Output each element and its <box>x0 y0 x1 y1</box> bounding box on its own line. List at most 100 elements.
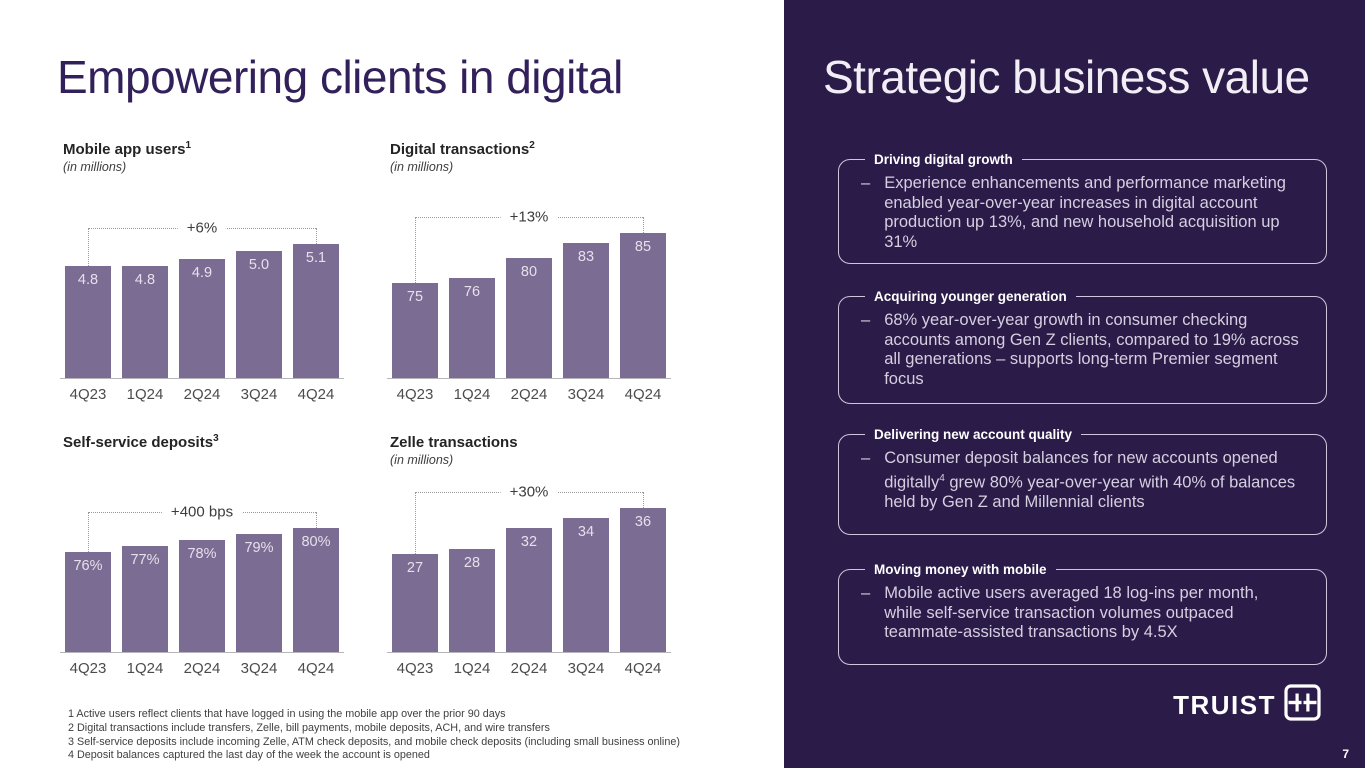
chart-plot-area: 76% 4Q23 77% 1Q24 78% 2Q24 79% 3Q24 80% 4Q24 +400 … <box>60 482 344 677</box>
bar-value-label: 85 <box>634 239 652 255</box>
chart-title: Zelle transactions <box>390 433 682 451</box>
bar-3Q24: 83 <box>563 243 609 378</box>
bar-value-label: 28 <box>463 554 481 571</box>
bar-2Q24: 80 <box>506 258 552 378</box>
bullet-dash: – <box>861 449 871 467</box>
page-number: 7 <box>1342 747 1349 761</box>
chart-subtitle: (in millions) <box>390 160 454 174</box>
growth-bracket-right-drop <box>643 217 644 233</box>
footnote-3: 3 Self-service deposits include incoming… <box>68 735 680 748</box>
x-axis-tick-label: 3Q24 <box>567 660 605 677</box>
chart-plot-area: 4.8 4Q23 4.8 1Q24 4.9 2Q24 5.0 3Q24 5.1 4Q24 +6% <box>60 208 344 403</box>
truist-logo: TRUIST <box>1173 684 1321 726</box>
info-box-text: Consumer deposit balances for new accoun… <box>884 449 1296 511</box>
growth-bracket-left-drop <box>415 492 416 554</box>
bar-value-label: 78% <box>187 546 217 562</box>
chart-title-footnote-ref: 1 <box>185 140 192 151</box>
bar-2Q24: 78% <box>179 540 225 652</box>
chart-title: Mobile app users1 <box>63 140 355 158</box>
slide-title-right: Strategic business value <box>823 51 1310 103</box>
chart-digital-transactions: Digital transactions2 (in millions) 75 4Q… <box>387 140 682 403</box>
bar-3Q24: 79% <box>236 534 282 652</box>
chart-subtitle: (in millions) <box>63 160 127 174</box>
bar-value-label: 5.0 <box>248 257 270 274</box>
chart-title-footnote-ref: 2 <box>529 140 535 151</box>
info-box-title: Delivering new account quality <box>874 427 1073 442</box>
x-axis-tick-label: 3Q24 <box>567 386 605 403</box>
x-axis-tick-label: 4Q23 <box>396 660 434 677</box>
bar-4Q24: 85 <box>620 233 666 378</box>
bar-1Q24: 77% <box>122 546 168 652</box>
footnote-1: 1 Active users reflect clients that have… <box>68 708 506 720</box>
bullet-dash: – <box>861 174 871 192</box>
growth-bracket-left-drop <box>88 228 89 266</box>
x-axis-tick-label: 1Q24 <box>453 386 491 403</box>
x-axis-tick-label: 3Q24 <box>240 660 278 677</box>
growth-annotation: +13% <box>500 208 558 226</box>
growth-bracket-left-drop <box>88 512 89 552</box>
chart-plot-area: 75 4Q23 76 1Q24 80 2Q24 83 3Q24 85 4Q24 +13% <box>387 208 671 403</box>
bar-value-label: 76% <box>73 558 103 574</box>
bar-value-label: 79% <box>244 540 274 556</box>
chart-title-text: Zelle transactions <box>390 434 518 451</box>
x-axis-tick-label: 2Q24 <box>510 386 548 403</box>
x-axis-tick-label: 1Q24 <box>126 386 164 403</box>
x-axis-tick-label: 2Q24 <box>183 386 221 403</box>
bar-value-label: 77% <box>130 552 160 568</box>
x-axis-tick-label: 4Q23 <box>69 386 107 403</box>
bar-4Q24: 80% <box>293 528 339 652</box>
bar-value-label: 83 <box>577 249 595 265</box>
bar-value-label: 75 <box>406 289 424 305</box>
bar-value-label: 4.9 <box>191 264 213 281</box>
x-axis-tick-label: 3Q24 <box>240 386 278 403</box>
x-axis-tick-label: 4Q24 <box>624 386 662 403</box>
chart-title: Digital transactions2 <box>390 140 682 158</box>
bar-3Q24: 34 <box>563 518 609 652</box>
info-box-delivering-new-account-quality: Delivering new account quality – Consume… <box>838 427 1327 535</box>
growth-bracket-right-drop <box>643 492 644 508</box>
chart-zelle-transactions: Zelle transactions (in millions) 27 4Q23 2… <box>387 433 682 677</box>
bar-value-label: 80% <box>301 534 331 550</box>
strategic-value-panel: Strategic business value Driving digital… <box>784 0 1365 768</box>
bar-value-label: 4.8 <box>77 272 99 288</box>
info-box-text: Experience enhancements and performance … <box>884 174 1286 251</box>
bar-1Q24: 28 <box>449 548 495 652</box>
growth-bracket-left-drop <box>415 217 416 283</box>
bar-value-label: 27 <box>406 560 424 576</box>
bar-2Q24: 4.9 <box>179 258 225 378</box>
bar-value-label: 5.1 <box>305 250 327 266</box>
x-axis-tick-label: 2Q24 <box>183 660 221 677</box>
bar-2Q24: 32 <box>506 528 552 652</box>
chart-subtitle: (in millions) <box>390 453 454 467</box>
bullet-dash: – <box>861 584 871 602</box>
x-axis-tick-label: 4Q24 <box>624 660 662 677</box>
bar-4Q24: 5.1 <box>293 244 339 378</box>
x-axis-tick-label: 2Q24 <box>510 660 548 677</box>
truist-wordmark: TRUIST <box>1173 689 1276 720</box>
chart-plot-area: 27 4Q23 28 1Q24 32 2Q24 34 3Q24 36 4Q24 +30% <box>387 482 671 677</box>
growth-bracket-right-drop <box>316 512 317 528</box>
bar-4Q23: 76% <box>65 552 111 652</box>
x-axis-tick-label: 4Q24 <box>297 386 335 403</box>
bar-value-label: 80 <box>520 264 538 280</box>
x-axis-tick-label: 4Q23 <box>69 660 107 677</box>
x-axis-tick-label: 4Q24 <box>297 660 335 677</box>
info-box-driving-digital-growth: Driving digital growth – Experience enha… <box>838 152 1327 264</box>
chart-title-text: Digital transactions <box>390 141 530 158</box>
x-axis-tick-label: 1Q24 <box>453 660 491 677</box>
x-axis-tick-label: 1Q24 <box>126 660 164 677</box>
bar-4Q23: 75 <box>392 283 438 378</box>
info-box-text: Mobile active users averaged 18 log-ins … <box>884 584 1259 641</box>
chart-title-text: Self-service deposits <box>63 434 214 451</box>
info-box-acquiring-younger-generation: Acquiring younger generation – 68% year-… <box>838 289 1327 404</box>
x-axis-tick-label: 4Q23 <box>396 386 434 403</box>
bar-value-label: 32 <box>520 534 538 551</box>
bar-3Q24: 5.0 <box>236 251 282 378</box>
chart-title: Self-service deposits3 <box>63 433 355 451</box>
chart-title-text: Mobile app users <box>63 141 186 158</box>
bar-4Q24: 36 <box>620 508 666 652</box>
info-box-title: Driving digital growth <box>874 152 1013 167</box>
info-box-title: Acquiring younger generation <box>874 289 1067 304</box>
truist-logo-icon <box>1284 684 1321 726</box>
growth-annotation: +400 bps <box>161 503 243 521</box>
